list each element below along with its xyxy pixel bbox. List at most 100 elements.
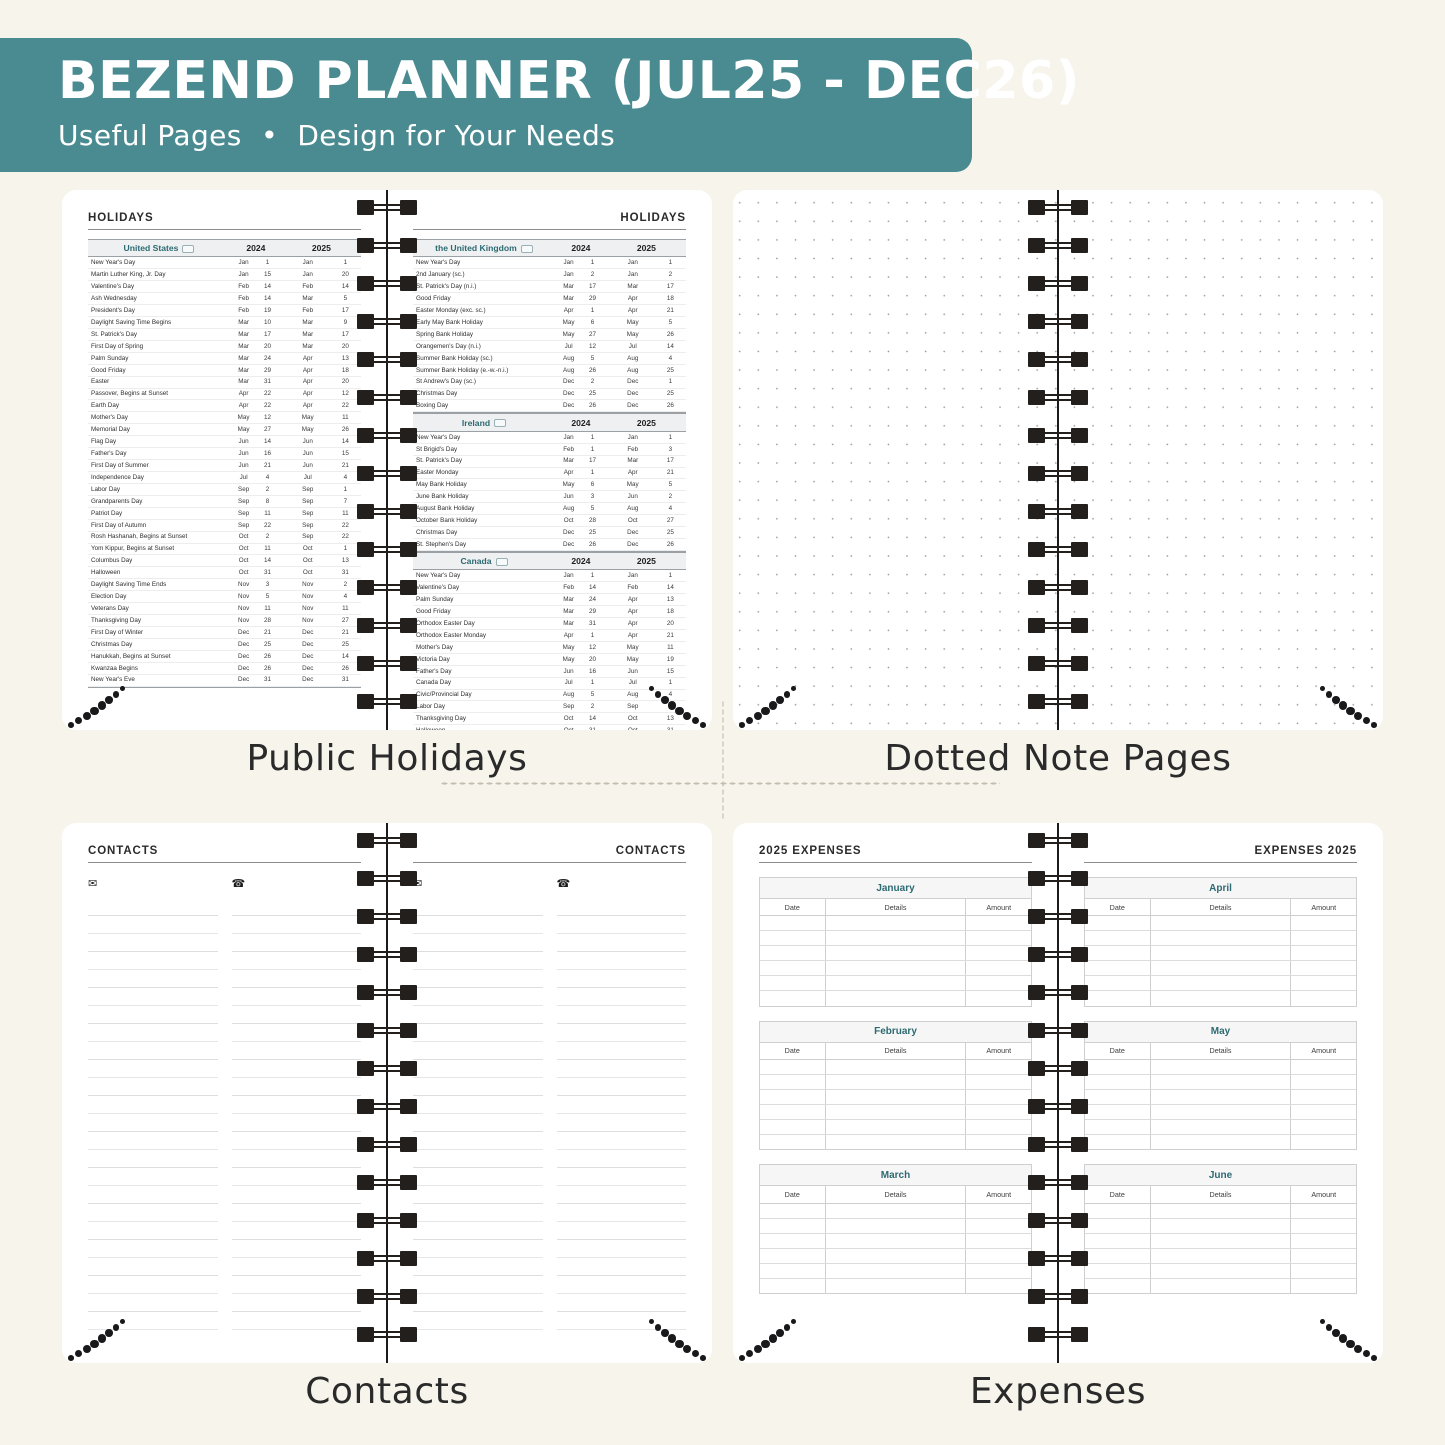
expense-amount-cell[interactable] xyxy=(1290,1218,1356,1234)
contacts-write-line[interactable] xyxy=(231,934,361,952)
contacts-write-line[interactable] xyxy=(88,1096,218,1114)
expense-amount-cell[interactable] xyxy=(1290,945,1356,962)
expense-entry-row[interactable] xyxy=(1085,960,1356,977)
contacts-write-line[interactable] xyxy=(413,1060,543,1078)
expense-details-cell[interactable] xyxy=(825,1134,967,1150)
contacts-write-line[interactable] xyxy=(556,1132,686,1150)
contacts-write-line[interactable] xyxy=(556,1258,686,1276)
expense-details-cell[interactable] xyxy=(1150,1104,1292,1120)
contacts-write-line[interactable] xyxy=(231,916,361,934)
expense-amount-cell[interactable] xyxy=(965,1119,1031,1135)
expense-amount-cell[interactable] xyxy=(1291,991,1356,1006)
expense-details-cell[interactable] xyxy=(825,1203,967,1219)
expense-entry-row[interactable] xyxy=(1085,945,1356,962)
contacts-write-line[interactable] xyxy=(231,952,361,970)
expense-details-cell[interactable] xyxy=(825,1248,967,1264)
expense-entry-row[interactable] xyxy=(1085,1263,1356,1279)
expense-date-cell[interactable] xyxy=(1085,1278,1151,1294)
contacts-write-line[interactable] xyxy=(556,1006,686,1024)
contacts-write-line[interactable] xyxy=(413,970,543,988)
expense-date-cell[interactable] xyxy=(760,1089,826,1105)
expense-details-cell[interactable] xyxy=(825,1074,967,1090)
contacts-write-line[interactable] xyxy=(413,1006,543,1024)
contacts-write-line[interactable] xyxy=(413,988,543,1006)
contacts-write-line[interactable] xyxy=(556,1276,686,1294)
expense-date-cell[interactable] xyxy=(1085,960,1151,977)
contacts-write-line[interactable] xyxy=(556,916,686,934)
expense-date-cell[interactable] xyxy=(760,990,826,1006)
expense-amount-cell[interactable] xyxy=(965,1248,1031,1264)
expense-entry-row[interactable] xyxy=(760,990,1031,1006)
contacts-write-line[interactable] xyxy=(88,1204,218,1222)
expense-date-cell[interactable] xyxy=(1085,930,1151,947)
contacts-write-line[interactable] xyxy=(556,1078,686,1096)
contacts-write-line[interactable] xyxy=(88,1240,218,1258)
expense-entry-row[interactable] xyxy=(760,930,1031,947)
expense-entry-row[interactable] xyxy=(760,945,1031,962)
contacts-write-line[interactable] xyxy=(413,1078,543,1096)
contacts-write-line[interactable] xyxy=(88,988,218,1006)
expense-details-cell[interactable] xyxy=(1150,1263,1292,1279)
contacts-write-line[interactable] xyxy=(231,1060,361,1078)
contacts-write-line[interactable] xyxy=(413,1204,543,1222)
expense-entry-row[interactable] xyxy=(1085,1233,1356,1249)
expense-amount-cell[interactable] xyxy=(965,975,1031,992)
expense-amount-cell[interactable] xyxy=(1290,1059,1356,1075)
expense-amount-cell[interactable] xyxy=(965,1089,1031,1105)
expense-details-cell[interactable] xyxy=(1150,1203,1292,1219)
expense-entry-row[interactable] xyxy=(760,975,1031,992)
expense-entry-row[interactable] xyxy=(760,1119,1031,1135)
expense-details-cell[interactable] xyxy=(825,930,967,947)
expense-amount-cell[interactable] xyxy=(1290,1233,1356,1249)
contacts-write-line[interactable] xyxy=(413,1276,543,1294)
expense-amount-cell[interactable] xyxy=(966,1134,1031,1149)
contacts-write-line[interactable] xyxy=(231,1168,361,1186)
expense-details-cell[interactable] xyxy=(825,945,967,962)
expense-entry-row[interactable] xyxy=(760,1089,1031,1105)
expense-date-cell[interactable] xyxy=(760,1074,826,1090)
contacts-write-line[interactable] xyxy=(88,916,218,934)
contacts-write-line[interactable] xyxy=(88,1132,218,1150)
contacts-write-line[interactable] xyxy=(231,1312,361,1330)
contacts-write-line[interactable] xyxy=(413,898,543,916)
expense-date-cell[interactable] xyxy=(760,1203,826,1219)
expense-date-cell[interactable] xyxy=(1085,945,1151,962)
expense-amount-cell[interactable] xyxy=(1290,1074,1356,1090)
expense-amount-cell[interactable] xyxy=(966,991,1031,1006)
expense-date-cell[interactable] xyxy=(760,1278,826,1294)
contacts-write-line[interactable] xyxy=(413,1150,543,1168)
expense-amount-cell[interactable] xyxy=(965,915,1031,932)
expense-details-cell[interactable] xyxy=(825,1278,967,1294)
contacts-write-line[interactable] xyxy=(231,1186,361,1204)
contacts-write-line[interactable] xyxy=(88,1114,218,1132)
expense-amount-cell[interactable] xyxy=(1291,1278,1356,1293)
expense-entry-row[interactable] xyxy=(1085,990,1356,1006)
contacts-write-line[interactable] xyxy=(231,1294,361,1312)
expense-entry-row[interactable] xyxy=(1085,1104,1356,1120)
contacts-write-line[interactable] xyxy=(413,916,543,934)
expense-details-cell[interactable] xyxy=(825,975,967,992)
contacts-write-line[interactable] xyxy=(413,1168,543,1186)
expense-date-cell[interactable] xyxy=(1085,1059,1151,1075)
expense-entry-row[interactable] xyxy=(760,1104,1031,1120)
contacts-write-line[interactable] xyxy=(231,1024,361,1042)
expense-amount-cell[interactable] xyxy=(1290,1104,1356,1120)
expense-amount-cell[interactable] xyxy=(965,1233,1031,1249)
expense-details-cell[interactable] xyxy=(1150,990,1292,1006)
expense-entry-row[interactable] xyxy=(760,1248,1031,1264)
contacts-write-line[interactable] xyxy=(556,988,686,1006)
contacts-write-line[interactable] xyxy=(231,1096,361,1114)
contacts-write-line[interactable] xyxy=(231,1078,361,1096)
expense-details-cell[interactable] xyxy=(825,1119,967,1135)
contacts-write-line[interactable] xyxy=(556,1042,686,1060)
expense-entry-row[interactable] xyxy=(1085,1248,1356,1264)
expense-date-cell[interactable] xyxy=(760,915,826,932)
contacts-write-line[interactable] xyxy=(88,1222,218,1240)
contacts-write-line[interactable] xyxy=(231,1114,361,1132)
expense-date-cell[interactable] xyxy=(760,960,826,977)
contacts-write-line[interactable] xyxy=(88,1186,218,1204)
contacts-write-line[interactable] xyxy=(231,970,361,988)
contacts-write-line[interactable] xyxy=(231,1150,361,1168)
contacts-write-line[interactable] xyxy=(556,1096,686,1114)
contacts-write-line[interactable] xyxy=(413,1024,543,1042)
